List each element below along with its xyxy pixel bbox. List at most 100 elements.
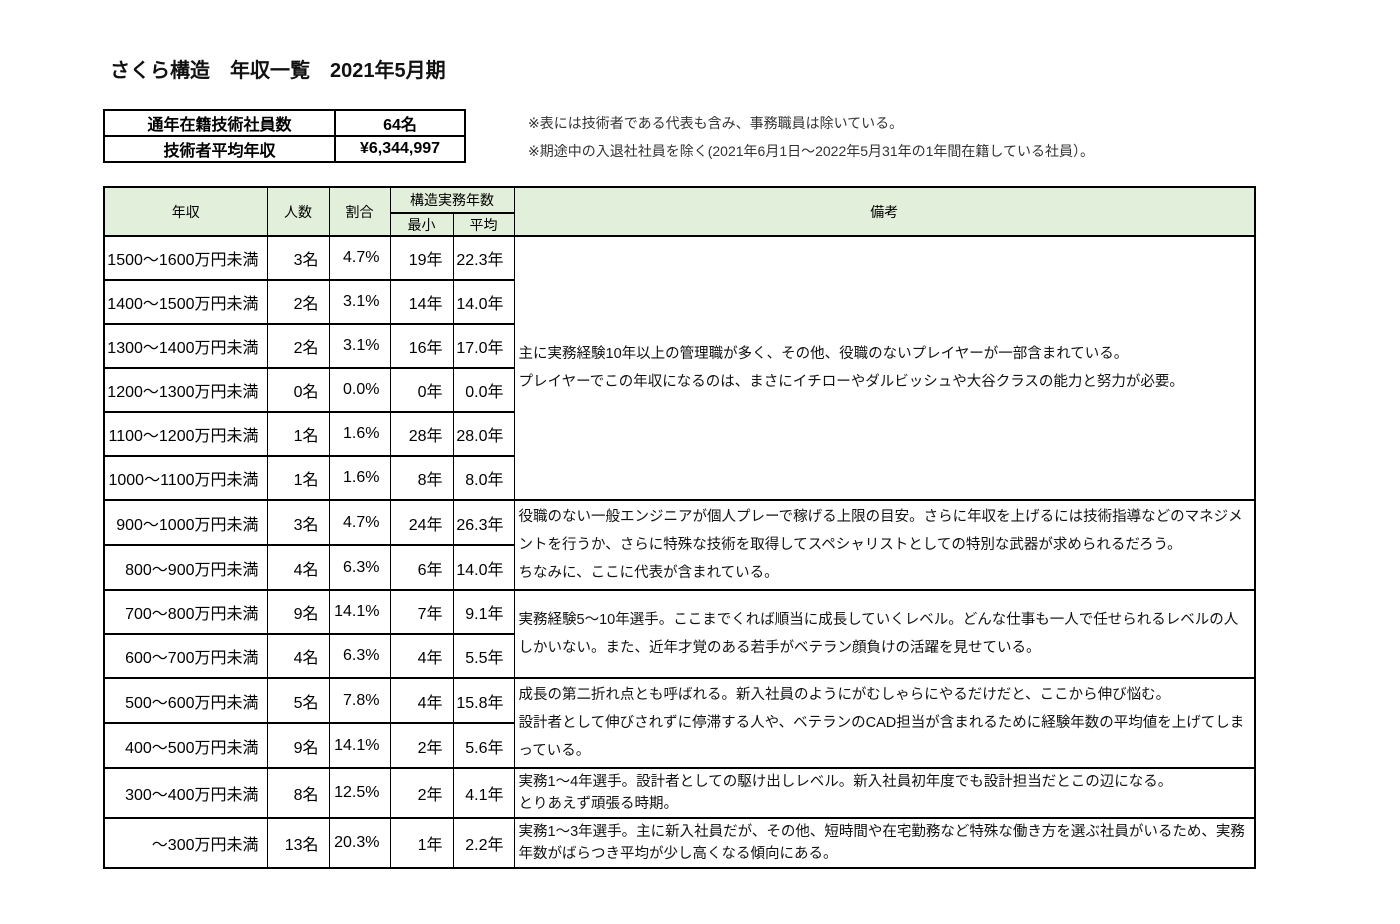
avg-years-cell: 9.1年: [452, 589, 515, 635]
page-title: さくら構造 年収一覧 2021年5月期: [110, 60, 446, 82]
avg-years-cell: 28.0年: [452, 411, 515, 457]
ratio-cell: 4.7%: [328, 235, 391, 281]
income-table-body: 1500～1600万円未満 3名 4.7% 19年 22.3年 主に実務経験10年以上の管…: [103, 235, 1256, 869]
remark-paragraph: ちなみに、ここに代表が含まれている。: [518, 565, 779, 581]
table-row: 800～900万円未満 4名 6.3% 6年 14.0年: [103, 544, 1255, 591]
table-row: 600～700万円未満 4名 6.3% 4年 5.5年: [103, 633, 1255, 679]
header-ratio: 割合: [328, 186, 391, 237]
count-cell: 5名: [266, 677, 330, 724]
ratio-cell: 6.3%: [328, 544, 391, 591]
min-years-cell: 2年: [389, 722, 454, 769]
table-row: 1400～1500万円未満 2名 3.1% 14年 14.0年: [103, 279, 1255, 325]
ratio-cell: 14.1%: [328, 722, 391, 769]
ratio-cell: 1.6%: [328, 455, 391, 501]
count-cell: 4名: [266, 544, 330, 591]
min-years-cell: 2年: [389, 767, 454, 819]
count-cell: 2名: [266, 279, 330, 325]
remarks-cell: 役職のない一般エンジニアが個人プレーで稼げる上限の目安。さらに年収を上げるには技…: [513, 499, 1256, 591]
remark-paragraph: 成長の第二折れ点とも呼ばれる。新入社員のようにがむしゃらにやるだけだと、ここから…: [518, 687, 1171, 703]
min-years-cell: 19年: [389, 235, 454, 281]
income-range-cell: 400～500万円未満: [103, 722, 268, 769]
remarks-cell: 主に実務経験10年以上の管理職が多く、その他、役職のないプレイヤーが一部含まれて…: [513, 235, 1256, 501]
summary-label-average-income: 技術者平均年収: [103, 135, 336, 163]
header-remarks: 備考: [513, 186, 1256, 237]
remark-paragraph: 主に実務経験10年以上の管理職が多く、その他、役職のないプレイヤーが一部含まれて…: [518, 346, 1129, 362]
table-row: 500～600万円未満 5名 7.8% 4年 15.8年 成長の第二折れ点とも呼ばれる。新…: [103, 677, 1256, 769]
income-range-cell: 1200～1300万円未満: [103, 367, 268, 413]
min-years-cell: 24年: [389, 499, 454, 546]
remark-paragraph: 役職のない一般エンジニアが個人プレーで稼げる上限の目安。さらに年収を上げるには技…: [518, 509, 1243, 553]
ratio-cell: 4.7%: [328, 499, 391, 546]
table-row: 400～500万円未満 9名 14.1% 2年 5.6年: [103, 722, 1255, 769]
table-row: 900～1000万円未満 3名 4.7% 24年 26.3年 役職のない一般エンジニアが個…: [103, 499, 1256, 591]
income-table-header: 年収 人数 割合 構造実務年数 備考 最小 平均: [103, 186, 1256, 237]
table-row: 1200～1300万円未満 0名 0.0% 0年 0.0年: [103, 367, 1255, 413]
income-range-cell: 800～900万円未満: [103, 544, 268, 591]
count-cell: 4名: [266, 633, 330, 679]
remark-paragraph: プレイヤーでこの年収になるのは、まさにイチローやダルビッシュや大谷クラスの能力と…: [518, 374, 1184, 390]
avg-years-cell: 5.6年: [452, 722, 515, 769]
income-range-cell: 300～400万円未満: [103, 767, 268, 819]
remarks-cell: 実務1～4年選手。設計者としての駆け出しレベル。新入社員初年度でも設計担当だとこ…: [513, 767, 1256, 819]
avg-years-cell: 26.3年: [452, 499, 515, 546]
summary-value-average-income: ¥6,344,997: [334, 135, 466, 163]
income-range-cell: 1300～1400万円未満: [103, 323, 268, 369]
count-cell: 0名: [266, 367, 330, 413]
income-range-cell: 1100～1200万円未満: [103, 411, 268, 457]
min-years-cell: 4年: [389, 677, 454, 724]
ratio-cell: 14.1%: [328, 589, 391, 635]
min-years-cell: 8年: [389, 455, 454, 501]
table-row: 300～400万円未満 8名 12.5% 2年 4.1年 実務1～4年選手。設計者としての…: [103, 767, 1256, 819]
ratio-cell: 7.8%: [328, 677, 391, 724]
count-cell: 2名: [266, 323, 330, 369]
summary-table: 通年在籍技術社員数 64名 技術者平均年収 ¥6,344,997: [103, 109, 466, 163]
ratio-cell: 3.1%: [328, 279, 391, 325]
remark-paragraph: 実務1～4年選手。設計者としての駆け出しレベル。新入社員初年度でも設計担当だとこ…: [518, 774, 1173, 790]
avg-years-cell: 17.0年: [452, 323, 515, 369]
income-range-cell: 1400～1500万円未満: [103, 279, 268, 325]
avg-years-cell: 5.5年: [452, 633, 515, 679]
avg-years-cell: 4.1年: [452, 767, 515, 819]
avg-years-cell: 14.0年: [452, 279, 515, 325]
summary-value-engineer-count: 64名: [334, 109, 466, 137]
income-range-cell: 900～1000万円未満: [103, 499, 268, 546]
income-range-cell: 700～800万円未満: [103, 589, 268, 635]
income-range-cell: 1000～1100万円未満: [103, 455, 268, 501]
count-cell: 9名: [266, 589, 330, 635]
ratio-cell: 12.5%: [328, 767, 391, 819]
header-min-years: 最小: [389, 212, 454, 237]
table-row: 700～800万円未満 9名 14.1% 7年 9.1年 実務経験5～10年選手。ここまで…: [103, 589, 1256, 679]
header-experience-group: 構造実務年数: [389, 186, 515, 214]
count-cell: 8名: [266, 767, 330, 819]
remarks-cell: 実務経験5～10年選手。ここまでくれば順当に成長していくレベル。どんな仕事も一人…: [513, 589, 1256, 679]
header-avg-years: 平均: [452, 212, 515, 237]
avg-years-cell: 15.8年: [452, 677, 515, 724]
remark-paragraph: とりあえず頑張る時期。: [518, 796, 679, 812]
summary-label-engineer-count: 通年在籍技術社員数: [103, 109, 336, 137]
min-years-cell: 0年: [389, 367, 454, 413]
summary-row: 通年在籍技術社員数 64名: [103, 109, 466, 137]
avg-years-cell: 14.0年: [452, 544, 515, 591]
income-range-cell: 600～700万円未満: [103, 633, 268, 679]
remarks-cell: 実務1～3年選手。主に新入社員だが、その他、短時間や在宅勤務など特殊な働き方を選…: [513, 817, 1256, 869]
avg-years-cell: 2.2年: [452, 817, 515, 869]
avg-years-cell: 0.0年: [452, 367, 515, 413]
ratio-cell: 6.3%: [328, 633, 391, 679]
min-years-cell: 7年: [389, 589, 454, 635]
count-cell: 3名: [266, 235, 330, 281]
note-line: ※表には技術者である代表も含み、事務職員は除いている。: [528, 115, 904, 131]
notes: ※表には技術者である代表も含み、事務職員は除いている。 ※期途中の入退社社員を除…: [528, 109, 1094, 165]
note-line: ※期途中の入退社社員を除く(2021年6月1日～2022年5月31年の1年間在籍…: [528, 143, 1094, 159]
count-cell: 3名: [266, 499, 330, 546]
income-table: 年収 人数 割合 構造実務年数 備考 最小 平均 1500～1600万円未満 3名…: [103, 186, 1256, 869]
avg-years-cell: 22.3年: [452, 235, 515, 281]
min-years-cell: 14年: [389, 279, 454, 325]
ratio-cell: 20.3%: [328, 817, 391, 869]
remark-paragraph: 実務1～3年選手。主に新入社員だが、その他、短時間や在宅勤務など特殊な働き方を選…: [518, 824, 1245, 862]
table-row: 1000～1100万円未満 1名 1.6% 8年 8.0年: [103, 455, 1255, 501]
remark-paragraph: 設計者として伸びされずに停滞する人や、ベテランのCAD担当が含まれるために経験年…: [518, 715, 1245, 759]
table-row: 1100～1200万円未満 1名 1.6% 28年 28.0年: [103, 411, 1255, 457]
min-years-cell: 28年: [389, 411, 454, 457]
count-cell: 1名: [266, 455, 330, 501]
